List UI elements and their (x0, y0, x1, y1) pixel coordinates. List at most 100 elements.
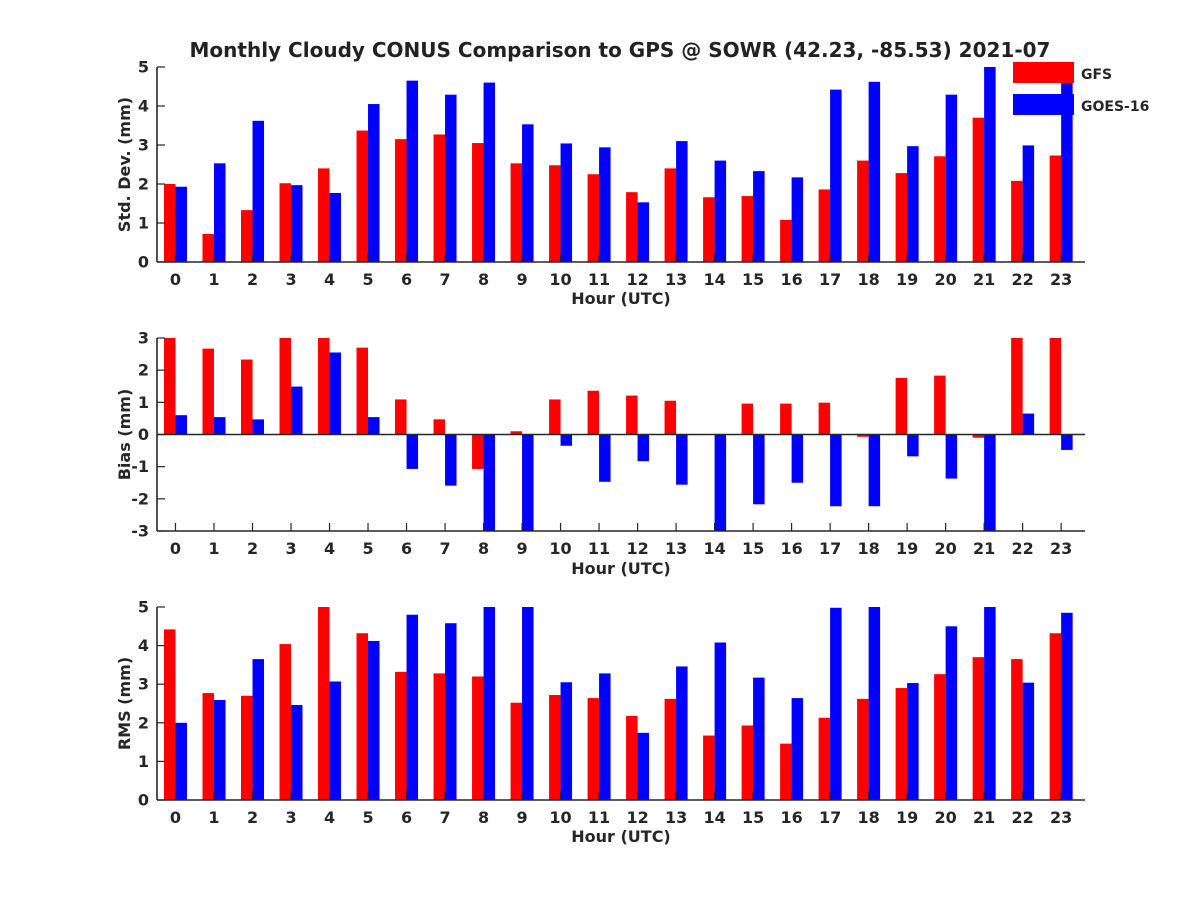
x-tick-label: 21 (973, 270, 995, 289)
x-tick-label: 20 (934, 539, 956, 558)
x-tick-label: 21 (973, 539, 995, 558)
y-tick-label: 4 (138, 636, 149, 655)
bar-gfs-hour-7 (433, 419, 446, 435)
bar-gfs-hour-5 (356, 347, 369, 435)
bar-goes-16-hour-5 (368, 104, 380, 262)
bar-goes-16-hour-18 (868, 434, 881, 507)
bar-goes-16-hour-11 (599, 147, 611, 262)
bar-gfs-hour-19 (895, 688, 908, 800)
bar-gfs-hour-18 (857, 434, 869, 437)
bar-goes-16-hour-18 (868, 81, 881, 262)
bar-gfs-hour-6 (395, 399, 407, 435)
bar-gfs-hour-15 (741, 403, 754, 435)
bar-gfs-hour-1 (202, 348, 215, 435)
x-tick-label: 17 (819, 270, 841, 289)
x-tick-label: 5 (362, 808, 373, 827)
x-tick-label: 22 (1012, 270, 1034, 289)
x-axis-label: Hour (UTC) (571, 827, 671, 846)
y-axis-label: Bias (mm) (115, 389, 134, 481)
bar-gfs-hour-17 (818, 402, 831, 435)
x-tick-label: 8 (478, 539, 489, 558)
x-tick-label: 10 (549, 539, 571, 558)
bar-gfs-hour-10 (549, 695, 561, 800)
y-tick-label: 5 (138, 58, 149, 77)
y-axis-label: Std. Dev. (mm) (115, 97, 134, 232)
bar-gfs-hour-10 (549, 165, 561, 262)
bar-goes-16-hour-3 (291, 705, 303, 800)
bar-gfs-hour-18 (857, 160, 869, 262)
bar-goes-16-hour-13 (676, 141, 688, 262)
x-tick-label: 0 (170, 808, 181, 827)
y-tick-label: 2 (138, 713, 149, 732)
bar-gfs-hour-13 (664, 400, 677, 435)
y-tick-label: 1 (138, 393, 149, 412)
x-tick-label: 7 (439, 270, 450, 289)
x-tick-label: 18 (857, 808, 879, 827)
x-axis-label: Hour (UTC) (571, 559, 671, 578)
bar-gfs-hour-15 (741, 196, 754, 262)
x-tick-label: 0 (170, 270, 181, 289)
bar-goes-16-hour-15 (753, 171, 765, 262)
bar-goes-16-hour-11 (599, 434, 611, 482)
bar-gfs-hour-7 (433, 134, 446, 262)
x-tick-label: 13 (665, 539, 687, 558)
bar-gfs-hour-17 (818, 717, 831, 800)
bar-goes-16-hour-22 (1022, 145, 1035, 262)
bar-gfs-hour-15 (741, 725, 754, 800)
x-tick-label: 22 (1012, 808, 1034, 827)
x-tick-label: 13 (665, 808, 687, 827)
y-tick-label: 1 (138, 752, 149, 771)
bar-goes-16-hour-7 (445, 623, 457, 800)
y-tick-label: -3 (131, 522, 149, 541)
x-tick-label: 23 (1050, 539, 1072, 558)
bar-goes-16-hour-4 (329, 352, 342, 435)
x-tick-label: 4 (324, 539, 335, 558)
y-axis-label: RMS (mm) (115, 657, 134, 750)
bar-goes-16-hour-15 (753, 434, 765, 505)
x-tick-label: 8 (478, 270, 489, 289)
bar-gfs-hour-9 (510, 702, 523, 800)
x-tick-label: 16 (780, 270, 802, 289)
bar-gfs-hour-4 (318, 168, 330, 262)
legend-label-goes-16: GOES-16 (1081, 99, 1149, 115)
x-tick-label: 3 (285, 808, 296, 827)
bar-goes-16-hour-10 (560, 143, 573, 262)
x-tick-label: 14 (703, 808, 725, 827)
legend-swatch-gfs (1013, 62, 1074, 83)
bar-goes-16-hour-2 (252, 120, 265, 262)
x-tick-label: 2 (247, 270, 258, 289)
bar-gfs-hour-0 (164, 338, 176, 435)
bar-goes-16-hour-17 (830, 434, 842, 507)
x-tick-label: 1 (208, 539, 219, 558)
bar-gfs-hour-17 (818, 189, 831, 262)
bar-gfs-hour-14 (703, 197, 715, 262)
bar-gfs-hour-8 (472, 434, 484, 469)
bar-goes-16-hour-12 (637, 434, 650, 462)
bar-gfs-hour-0 (164, 629, 176, 800)
y-tick-label: 2 (138, 175, 149, 194)
x-tick-label: 7 (439, 808, 450, 827)
x-tick-label: 12 (626, 539, 648, 558)
x-tick-label: 6 (401, 270, 412, 289)
bar-gfs-hour-16 (780, 219, 792, 262)
x-tick-label: 23 (1050, 808, 1072, 827)
bar-goes-16-hour-1 (214, 417, 226, 435)
y-tick-label: 4 (138, 97, 149, 116)
bar-goes-16-hour-23 (1061, 434, 1073, 450)
x-tick-label: 6 (401, 808, 412, 827)
x-tick-label: 17 (819, 808, 841, 827)
x-tick-label: 11 (588, 270, 610, 289)
x-tick-label: 18 (857, 270, 879, 289)
y-tick-label: 5 (138, 598, 149, 617)
figure-title: Monthly Cloudy CONUS Comparison to GPS @… (190, 38, 1051, 62)
bar-gfs-hour-12 (626, 395, 638, 435)
x-tick-label: 11 (588, 539, 610, 558)
bar-goes-16-hour-14 (714, 160, 727, 262)
bar-gfs-hour-4 (318, 607, 330, 800)
bar-goes-16-hour-3 (291, 185, 303, 262)
bar-gfs-hour-18 (857, 698, 869, 800)
